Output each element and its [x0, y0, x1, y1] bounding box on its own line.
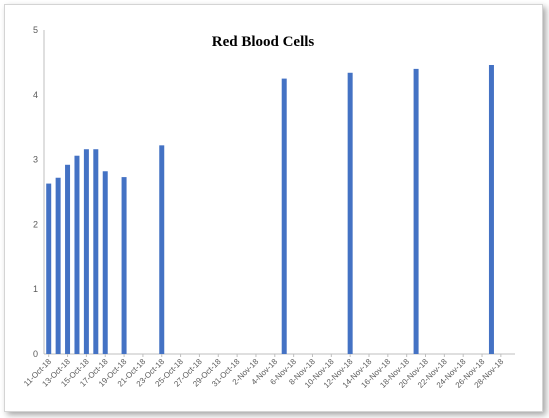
y-tick-label: 5: [33, 25, 38, 35]
bar: [102, 171, 108, 354]
bar: [74, 155, 80, 354]
bar: [159, 145, 165, 354]
bar: [65, 164, 71, 354]
bar: [93, 149, 99, 354]
chart-title: Red Blood Cells: [212, 34, 315, 50]
y-tick-label: 1: [33, 284, 38, 294]
bar: [55, 177, 61, 354]
bar: [281, 78, 287, 354]
bar: [488, 64, 494, 354]
bar: [83, 149, 89, 354]
bar: [347, 72, 353, 354]
y-tick-label: 4: [33, 90, 38, 100]
bar: [121, 177, 127, 354]
y-axis: 0 1 2 3 4 5: [33, 25, 45, 359]
y-tick-label: 2: [33, 219, 38, 229]
bar: [413, 68, 419, 354]
y-tick-label: 3: [33, 155, 38, 165]
y-tick-label: 0: [33, 349, 38, 359]
bars: [46, 64, 494, 354]
bar: [46, 183, 52, 354]
x-axis: 11-Oct-1813-Oct-1815-Oct-1817-Oct-1819-O…: [22, 353, 515, 390]
